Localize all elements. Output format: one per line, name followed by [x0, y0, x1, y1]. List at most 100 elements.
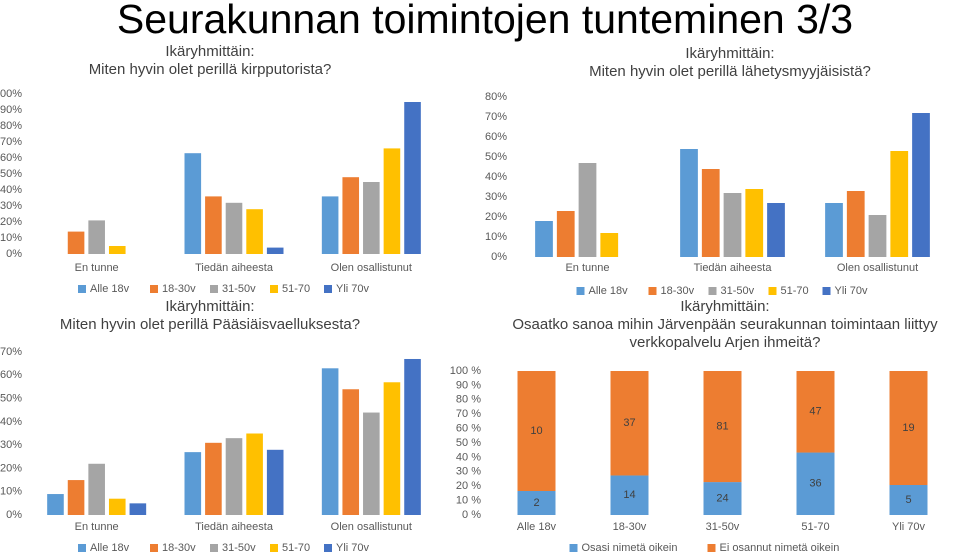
- y-tick-label: 80 %: [456, 394, 481, 406]
- y-tick-label: 80%: [485, 91, 507, 103]
- legend-label: Ei osannut nimetä oikein: [720, 542, 840, 554]
- bar-segment: [796, 452, 835, 515]
- bar: [184, 452, 202, 515]
- data-label: 37: [623, 417, 635, 429]
- legend-label: Alle 18v: [589, 285, 629, 297]
- chart-title-box: Ikäryhmittäin:Miten hyvin olet perillä P…: [20, 298, 400, 334]
- bar: [600, 233, 619, 257]
- legend-label: 31-50v: [222, 283, 256, 295]
- bar: [266, 247, 284, 254]
- chart-title-wrap: Ikäryhmittäin: Miten hyvin olet perillä P…: [20, 298, 400, 334]
- data-label: 2: [533, 497, 539, 509]
- bar: [321, 196, 339, 254]
- bar-segment: [796, 371, 835, 453]
- legend-swatch: [150, 544, 158, 552]
- bar-segment: [610, 475, 649, 515]
- legend-swatch: [210, 544, 218, 552]
- legend-swatch: [78, 544, 86, 552]
- data-label: 81: [716, 420, 728, 432]
- y-tick-label: 30%: [0, 200, 22, 212]
- bar: [701, 169, 720, 257]
- legend-swatch: [707, 544, 716, 552]
- x-tick-label: Olen osallistunut: [837, 262, 918, 274]
- legend-label: Yli 70v: [835, 285, 869, 297]
- x-tick-label: Alle 18v: [517, 521, 557, 533]
- y-tick-label: 60%: [0, 369, 22, 381]
- y-tick-label: 60%: [0, 152, 22, 164]
- y-tick-label: 10%: [0, 232, 22, 244]
- chart-subtitle: Miten hyvin olet perillä kirpputorista?: [88, 61, 332, 78]
- bar: [404, 102, 421, 254]
- x-tick-label: Tiedän aiheesta: [195, 521, 274, 533]
- bar: [363, 182, 380, 254]
- data-label: 47: [809, 406, 821, 418]
- bar: [556, 211, 575, 257]
- bar: [108, 498, 126, 515]
- bar: [205, 196, 222, 254]
- y-tick-label: 40%: [0, 416, 22, 428]
- x-tick-label: Olen osallistunut: [331, 262, 412, 274]
- legend-label: 18-30v: [661, 285, 695, 297]
- x-tick-label: 18-30v: [613, 521, 647, 533]
- bar-segment: [517, 371, 556, 491]
- legend-label: Osasi nimetä oikein: [582, 542, 678, 554]
- chart-title-box: Ikäryhmittäin:Miten hyvin olet perillä k…: [88, 43, 332, 78]
- bar-segment: [517, 491, 556, 515]
- y-tick-label: 0%: [491, 251, 507, 263]
- y-tick-label: 30 %: [456, 466, 481, 478]
- x-tick-label: Olen osallistunut: [331, 521, 412, 533]
- bar: [67, 231, 85, 254]
- data-label: 36: [809, 478, 821, 490]
- bar: [266, 449, 284, 515]
- y-tick-label: 10 %: [456, 495, 481, 507]
- chart-title-box: Ikäryhmittäin:Osaatko sanoa mihin Järven…: [490, 298, 960, 352]
- bar: [321, 368, 339, 515]
- y-tick-label: 50%: [0, 168, 22, 180]
- bar: [578, 163, 597, 257]
- bar: [342, 177, 360, 254]
- data-label: 24: [716, 492, 728, 504]
- bar-segment: [889, 371, 928, 485]
- bar: [535, 221, 553, 257]
- x-tick-label: En tunne: [75, 521, 119, 533]
- y-tick-label: 50 %: [456, 437, 481, 449]
- y-tick-label: 70 %: [456, 408, 481, 420]
- legend-swatch: [648, 287, 657, 295]
- legend-label: 18-30v: [162, 542, 196, 554]
- chart-title-box: Ikäryhmittäin:Miten hyvin olet perillä l…: [589, 45, 871, 80]
- bar: [868, 215, 887, 257]
- y-tick-label: 10%: [0, 486, 22, 498]
- data-label: 14: [623, 489, 635, 501]
- legend-swatch: [576, 287, 585, 295]
- legend-swatch: [270, 544, 278, 552]
- chart-title: Ikäryhmittäin:: [680, 298, 770, 315]
- bar: [723, 193, 742, 257]
- bar: [108, 246, 126, 254]
- legend-swatch: [768, 287, 777, 295]
- legend-swatch: [324, 285, 332, 293]
- x-tick-label: 51-70: [801, 521, 829, 533]
- bar: [225, 438, 243, 515]
- bar-segment: [703, 371, 742, 483]
- bar: [680, 149, 698, 257]
- bar-segment: [610, 371, 649, 476]
- x-tick-label: Tiedän aiheesta: [195, 262, 274, 274]
- chart-title: Ikäryhmittäin:: [685, 45, 775, 62]
- bar: [404, 358, 421, 515]
- y-tick-label: 0%: [6, 509, 22, 521]
- y-tick-label: 20 %: [456, 480, 481, 492]
- y-tick-label: 50%: [485, 151, 507, 163]
- legend-swatch: [569, 544, 578, 552]
- y-tick-label: 100%: [0, 88, 22, 100]
- legend-label: 18-30v: [162, 283, 196, 295]
- bar: [846, 191, 865, 257]
- bar: [129, 503, 147, 515]
- bar: [383, 148, 401, 254]
- y-tick-label: 70%: [0, 136, 22, 148]
- legend-swatch: [324, 544, 332, 552]
- bar: [225, 202, 243, 254]
- chart-title-wrap: Ikäryhmittäin: Osaatko sanoa mihin Järven…: [490, 298, 960, 352]
- legend-label: Alle 18v: [90, 283, 130, 295]
- bar: [363, 412, 380, 515]
